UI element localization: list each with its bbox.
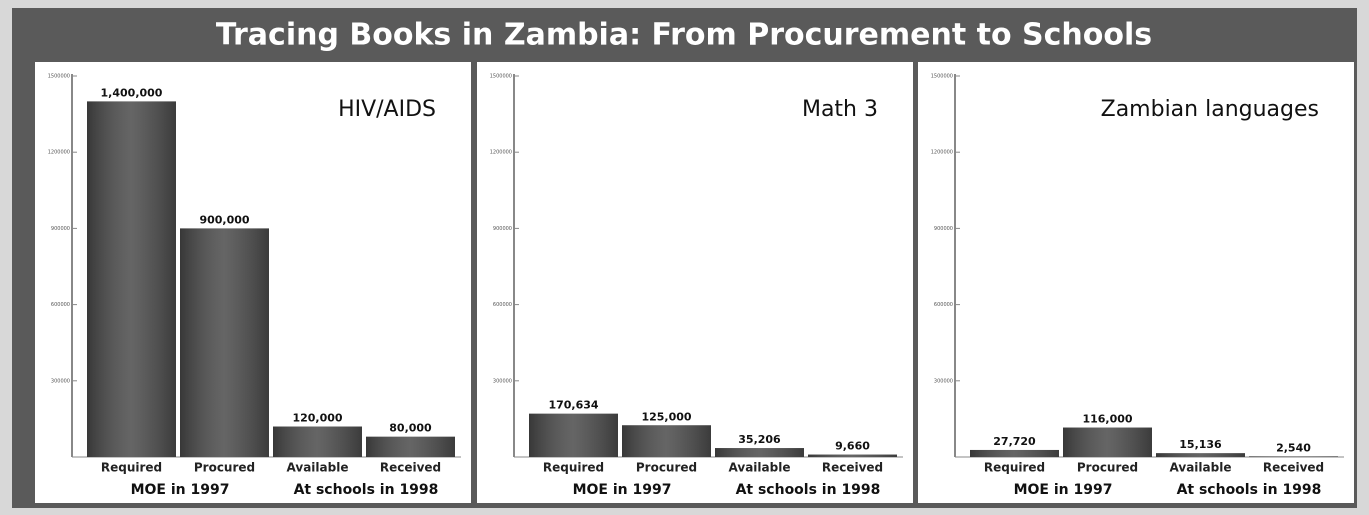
y-tick-label: 1200000	[490, 150, 512, 156]
y-tick-label: 300000	[51, 378, 70, 384]
group-label: At schools in 1998	[736, 482, 881, 498]
value-label: 170,634	[548, 399, 598, 412]
panel: 300000 600000 900000 1200000 1500000 Zambian …	[918, 62, 1354, 503]
y-tick-label: 1500000	[490, 74, 512, 80]
panel-title: Math 3	[802, 97, 878, 122]
x-tick-label: Procured	[1077, 461, 1138, 475]
x-tick-label: Available	[287, 461, 349, 475]
panel: 300000 600000 900000 1200000 1500000 Math 3 17…	[477, 62, 913, 503]
x-tick-label: Procured	[636, 461, 697, 475]
value-label: 116,000	[1082, 413, 1132, 426]
group-label: At schools in 1998	[294, 482, 439, 498]
x-tick-label: Procured	[194, 461, 255, 475]
bar-shade	[180, 228, 269, 457]
bar-shade	[808, 455, 897, 457]
panel-title: Zambian languages	[1101, 97, 1319, 122]
y-tick-label: 1200000	[931, 150, 953, 156]
y-tick-label: 1500000	[48, 74, 70, 80]
value-label: 125,000	[641, 410, 691, 423]
y-tick-label: 300000	[493, 378, 512, 384]
group-label: At schools in 1998	[1177, 482, 1322, 498]
x-tick-label: Required	[543, 461, 604, 475]
x-tick-label: Required	[101, 461, 162, 475]
main-title: Tracing Books in Zambia: From Procuremen…	[216, 18, 1152, 53]
bar-shade	[273, 427, 362, 457]
y-tick-label: 900000	[51, 226, 70, 232]
value-label: 80,000	[389, 422, 432, 435]
y-tick-label: 1200000	[48, 150, 70, 156]
x-tick-label: Received	[1263, 461, 1324, 475]
bar-shade	[970, 450, 1059, 457]
y-tick-label: 300000	[934, 378, 953, 384]
bar-shade	[1063, 428, 1152, 457]
value-label: 9,660	[835, 440, 870, 453]
y-tick-label: 900000	[493, 226, 512, 232]
value-label: 2,540	[1276, 441, 1311, 454]
value-label: 35,206	[738, 433, 781, 446]
y-tick-label: 1500000	[931, 74, 953, 80]
x-tick-label: Available	[729, 461, 791, 475]
panel: 300000 600000 900000 1200000 1500000 HIV/AIDS…	[35, 62, 471, 503]
bar-shade	[87, 101, 176, 457]
bar-shade	[715, 448, 804, 457]
x-tick-label: Received	[822, 461, 883, 475]
bar-shade	[1249, 456, 1338, 457]
x-tick-label: Available	[1170, 461, 1232, 475]
bar-shade	[529, 414, 618, 457]
panel-title: HIV/AIDS	[338, 97, 436, 122]
value-label: 120,000	[292, 412, 342, 425]
chart: Tracing Books in Zambia: From Procuremen…	[0, 0, 1369, 515]
value-label: 27,720	[993, 435, 1036, 448]
x-tick-label: Received	[380, 461, 441, 475]
y-tick-label: 900000	[934, 226, 953, 232]
y-tick-label: 600000	[493, 302, 512, 308]
group-label: MOE in 1997	[1014, 482, 1113, 498]
bar-shade	[622, 425, 711, 457]
group-label: MOE in 1997	[131, 482, 230, 498]
value-label: 15,136	[1179, 438, 1222, 451]
value-label: 1,400,000	[101, 86, 163, 99]
value-label: 900,000	[199, 213, 249, 226]
bar-shade	[1156, 453, 1245, 457]
group-label: MOE in 1997	[573, 482, 672, 498]
bar-shade	[366, 437, 455, 457]
y-tick-label: 600000	[51, 302, 70, 308]
x-tick-label: Required	[984, 461, 1045, 475]
y-tick-label: 600000	[934, 302, 953, 308]
